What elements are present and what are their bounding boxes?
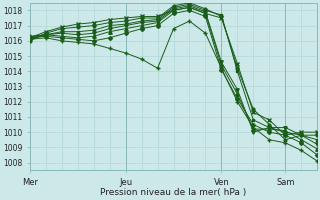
X-axis label: Pression niveau de la mer( hPa ): Pression niveau de la mer( hPa ) xyxy=(100,188,247,197)
